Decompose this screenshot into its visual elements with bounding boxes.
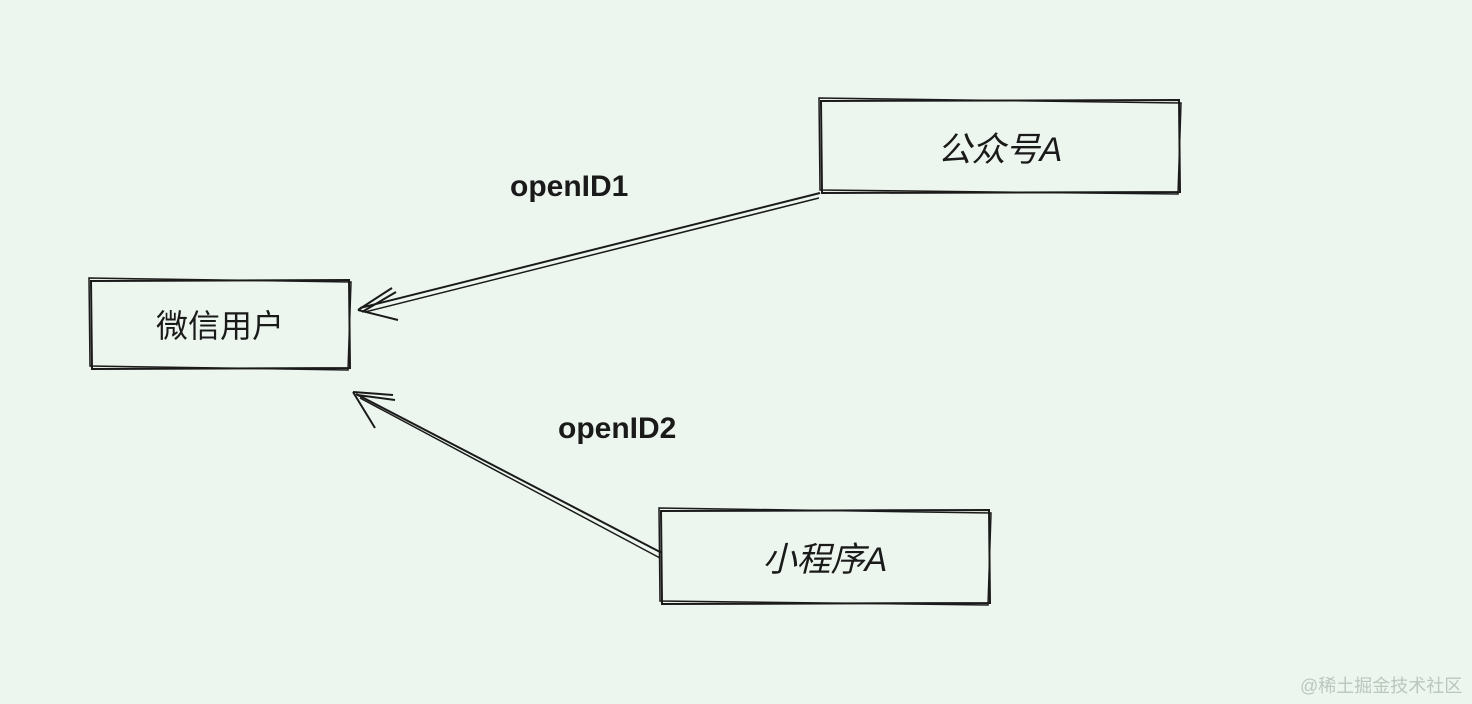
- node-label-wechat-user: 微信用户: [90, 279, 350, 369]
- node-label-mini-program-a: 小程序A: [660, 509, 990, 604]
- node-label-public-account-a: 公众号A: [820, 99, 1180, 193]
- watermark: @稀土掘金技术社区: [1300, 672, 1462, 698]
- edge-label-openid1: openID1: [510, 170, 628, 204]
- edge-label-openid2: openID2: [558, 412, 676, 446]
